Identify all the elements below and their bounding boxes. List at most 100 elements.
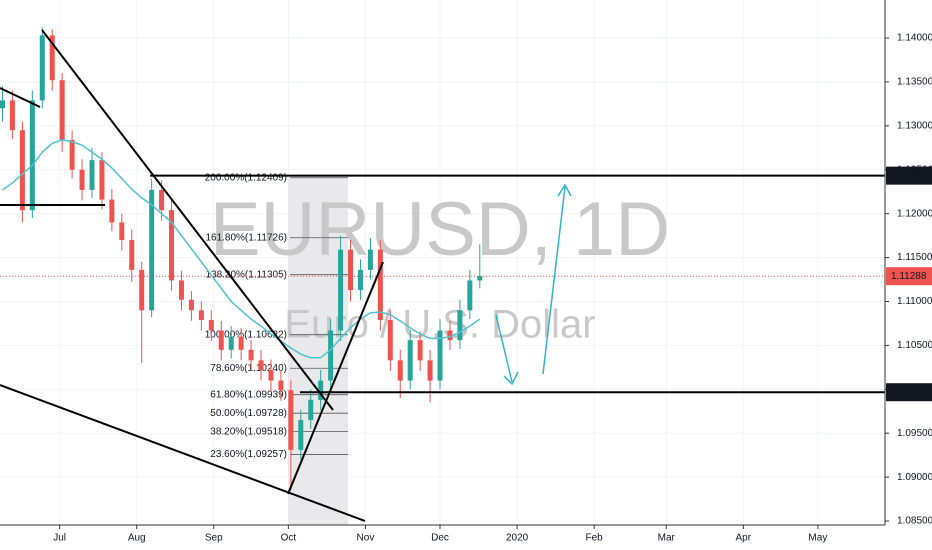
candle-body bbox=[387, 319, 393, 361]
candle-body bbox=[69, 139, 75, 170]
candle-body bbox=[208, 319, 214, 331]
candle-body bbox=[308, 399, 314, 421]
candle-body bbox=[288, 390, 294, 450]
y-tick-label: 1.13500 bbox=[897, 77, 932, 88]
candle-body bbox=[139, 269, 145, 311]
candle-body bbox=[79, 169, 85, 190]
candle-body bbox=[298, 420, 304, 450]
trend-line bbox=[41, 29, 334, 411]
candle-body bbox=[357, 269, 363, 291]
candle-body bbox=[188, 299, 194, 311]
candle-body bbox=[427, 360, 433, 381]
candle-body bbox=[228, 336, 234, 350]
candle-body bbox=[59, 80, 65, 140]
y-tick-label: 1.08500 bbox=[897, 516, 932, 527]
candle-body bbox=[268, 369, 274, 381]
candle-body bbox=[49, 35, 55, 81]
candle-body bbox=[0, 100, 5, 109]
candle-body bbox=[218, 330, 224, 350]
watermark-title: EURUSD, 1D bbox=[210, 187, 670, 272]
price-label-box bbox=[886, 166, 932, 185]
candle-body bbox=[407, 340, 413, 381]
candle-body bbox=[328, 330, 334, 381]
candle-body bbox=[159, 189, 165, 211]
last-price-box bbox=[886, 267, 932, 286]
y-tick-label: 1.14000 bbox=[897, 33, 932, 44]
fib-label: 161.80%(1.11726) bbox=[205, 232, 287, 243]
candle-body bbox=[278, 380, 284, 391]
y-tick-label: 1.11000 bbox=[897, 296, 932, 307]
fib-label: 78.60%(1.10240) bbox=[210, 363, 287, 374]
x-tick-label: Feb bbox=[586, 533, 604, 544]
fib-zone bbox=[288, 175, 348, 525]
forecast-arrows bbox=[495, 183, 572, 386]
price-label: 1.12433 bbox=[891, 170, 928, 181]
candle-body bbox=[397, 360, 403, 381]
candle-body bbox=[178, 280, 184, 300]
fib-label: 100.00%(1.10622) bbox=[205, 329, 287, 340]
x-tick-label: Oct bbox=[281, 533, 297, 544]
x-tick-label: Mar bbox=[658, 533, 676, 544]
candle-body bbox=[238, 336, 244, 350]
x-tick-label: Jul bbox=[53, 533, 66, 544]
candle-body bbox=[447, 330, 453, 341]
trend-line bbox=[0, 87, 41, 108]
price-label-box bbox=[886, 383, 932, 402]
candle-body bbox=[39, 35, 45, 101]
x-tick-label: 2020 bbox=[506, 533, 529, 544]
moving-average bbox=[2, 139, 481, 359]
y-tick-label: 1.11500 bbox=[897, 252, 932, 263]
candle-body bbox=[417, 340, 423, 361]
candle-body bbox=[89, 160, 95, 190]
candle-body bbox=[457, 310, 463, 341]
candle-body bbox=[109, 199, 115, 223]
candle-body bbox=[29, 100, 35, 211]
candle-body bbox=[437, 330, 443, 381]
candle-body bbox=[99, 160, 105, 200]
candle-body bbox=[377, 249, 383, 320]
candle-body bbox=[9, 100, 15, 131]
y-tick-label: 1.12000 bbox=[897, 208, 932, 219]
candle-body bbox=[367, 249, 373, 270]
trend-line bbox=[287, 261, 384, 495]
candle-body bbox=[258, 360, 264, 370]
x-tick-label: Nov bbox=[357, 533, 375, 544]
candle-body bbox=[477, 276, 483, 281]
candle-body bbox=[467, 280, 473, 311]
fib-label: 23.60%(1.09257) bbox=[210, 449, 287, 460]
candle-body bbox=[348, 249, 354, 291]
x-tick-label: Sep bbox=[205, 533, 223, 544]
fib-label: 138.20%(1.11305) bbox=[205, 269, 287, 280]
fib-label: 38.20%(1.09518) bbox=[210, 426, 287, 437]
y-tick-label: 1.10500 bbox=[897, 340, 932, 351]
axes: 1.085001.090001.095001.100001.105001.110… bbox=[53, 33, 932, 544]
price-label: 1.09967 bbox=[891, 387, 928, 398]
candle-body bbox=[169, 210, 175, 281]
fib-label: 50.00%(1.09728) bbox=[210, 408, 287, 419]
candle-body bbox=[149, 189, 155, 311]
arrow-down bbox=[495, 314, 519, 386]
y-tick-label: 1.13000 bbox=[897, 120, 932, 131]
candle-body bbox=[318, 380, 324, 400]
arrow-up bbox=[542, 183, 572, 375]
y-tick-label: 1.09000 bbox=[897, 472, 932, 483]
last-price-label: 1.11288 bbox=[891, 271, 927, 282]
candle-body bbox=[338, 249, 344, 331]
candle-body bbox=[198, 310, 204, 320]
x-tick-label: May bbox=[808, 533, 827, 544]
candle-body bbox=[119, 222, 125, 241]
marks: 200.00%(1.12409) 161.80%(1.11726) 138.20%(… bbox=[0, 27, 885, 491]
fib-label: 61.80%(1.09939) bbox=[210, 389, 287, 400]
x-tick-label: Aug bbox=[128, 533, 146, 544]
candle-body bbox=[129, 240, 135, 270]
fib-label: 200.00%(1.12409) bbox=[205, 172, 287, 183]
candle-body bbox=[248, 349, 254, 361]
candle-body bbox=[19, 130, 25, 211]
grid bbox=[0, 0, 885, 525]
trend-lines bbox=[0, 29, 384, 522]
trend-line bbox=[0, 384, 366, 522]
x-tick-label: Dec bbox=[431, 533, 449, 544]
